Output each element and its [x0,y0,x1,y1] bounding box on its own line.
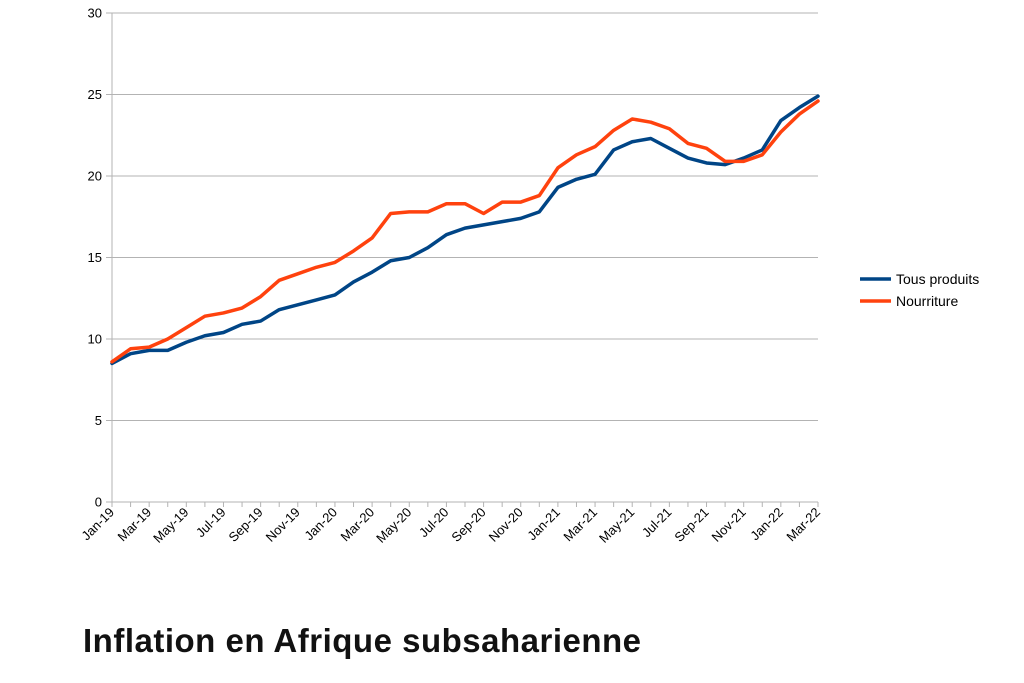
y-tick-label: 15 [88,250,102,265]
x-tick-label: Jan-21 [524,505,563,544]
y-tick-label: 25 [88,87,102,102]
gridlines [112,12,818,503]
y-tick-label: 0 [95,495,102,510]
x-tick-label: May-19 [150,505,191,546]
x-tick-label: Jul-21 [639,505,675,541]
y-tick-label: 10 [88,332,102,347]
legend-label: Tous produits [896,271,979,287]
x-tick-label: Jul-19 [193,505,229,541]
x-tick-label: Sep-19 [226,505,266,545]
series-line [110,94,820,366]
y-tick-label: 20 [88,169,102,184]
x-tick-label: Jan-20 [301,505,340,544]
series-lines [110,94,820,366]
x-tick-label: Nov-21 [709,505,749,545]
x-tick-label: Nov-19 [263,505,303,545]
chart-caption: Inflation en Afrique subsaharienne [83,622,642,659]
x-tick-label: Mar-19 [115,505,155,545]
x-tick-label: May-21 [596,505,637,546]
x-tick-label: Mar-20 [337,505,377,545]
x-tick-label: Mar-22 [783,505,823,545]
x-tick-label: Jan-22 [747,505,786,544]
x-tick-label: Jan-19 [78,505,117,544]
x-tick-label: Nov-20 [486,505,526,545]
legend: Tous produits Nourriture [860,271,979,309]
y-tick-label: 5 [95,413,102,428]
x-tick-label: Sep-21 [671,505,711,545]
x-tick-label: Sep-20 [448,505,488,545]
y-tick-label: 30 [88,6,102,21]
x-tick-label: Mar-21 [560,505,600,545]
series-line [110,99,820,364]
y-axis-labels: 0 5 10 15 20 25 30 [88,6,102,510]
axes [106,12,819,507]
legend-label: Nourriture [896,293,958,309]
x-tick-label: May-20 [373,505,414,546]
x-tick-label: Jul-20 [416,505,452,541]
